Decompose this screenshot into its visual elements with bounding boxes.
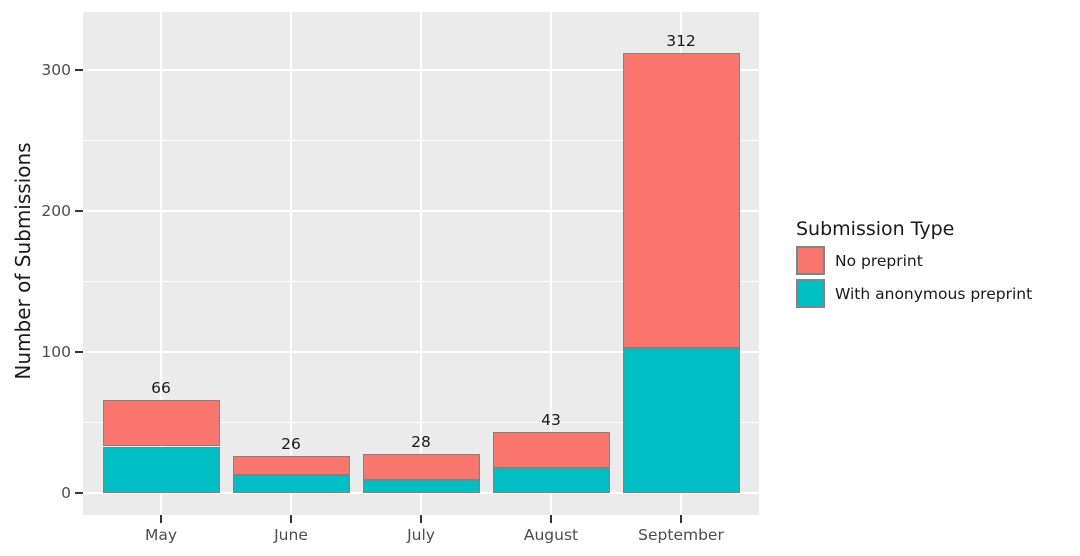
gridline-vertical-major <box>290 12 292 515</box>
y-tick-mark <box>75 69 83 71</box>
bar-total-label-august: 43 <box>541 411 561 430</box>
bar-total-label-june: 26 <box>281 435 301 454</box>
x-tick-label-august: August <box>523 526 579 544</box>
legend-item-with-anonymous-preprint: With anonymous preprint <box>796 279 1032 308</box>
bar-segment-may-with-anonymous-preprint <box>102 446 220 493</box>
bar-segment-june-no-preprint <box>232 456 350 475</box>
bar-total-label-september: 312 <box>666 32 696 51</box>
y-axis-title: Number of Submissions <box>11 142 35 380</box>
x-tick-mark <box>290 515 292 523</box>
y-tick-label: 200 <box>41 202 71 220</box>
gridline-vertical-major <box>160 12 162 515</box>
legend-swatch-no-preprint <box>796 246 825 275</box>
bar-segment-june-with-anonymous-preprint <box>232 474 350 493</box>
gridline-vertical-major <box>550 12 552 515</box>
bar-total-label-july: 28 <box>411 432 431 451</box>
x-tick-label-may: May <box>144 526 178 544</box>
y-tick-label: 100 <box>41 343 71 361</box>
legend-item-no-preprint: No preprint <box>796 246 1032 275</box>
x-tick-label-september: September <box>638 526 724 544</box>
x-tick-label-june: June <box>274 526 308 544</box>
x-tick-mark <box>550 515 552 523</box>
bar-total-label-may: 66 <box>151 378 171 397</box>
legend: Submission Type No preprint With anonymou… <box>796 218 1032 312</box>
y-tick-mark <box>75 492 83 494</box>
bar-segment-september-no-preprint <box>622 53 740 348</box>
x-tick-mark <box>420 515 422 523</box>
legend-item-label: No preprint <box>835 251 923 270</box>
y-tick-label: 300 <box>41 61 71 79</box>
y-tick-label: 0 <box>61 484 71 502</box>
legend-items: No preprint With anonymous preprint <box>796 246 1032 308</box>
y-tick-mark <box>75 210 83 212</box>
bar-segment-may-no-preprint <box>102 399 220 447</box>
x-tick-mark <box>680 515 682 523</box>
legend-item-label: With anonymous preprint <box>835 284 1033 303</box>
bar-segment-september-with-anonymous-preprint <box>622 347 740 493</box>
bar-segment-august-with-anonymous-preprint <box>492 467 610 493</box>
bar-segment-july-no-preprint <box>362 453 480 481</box>
legend-title: Submission Type <box>796 218 955 240</box>
legend-swatch-with-anonymous-preprint <box>796 279 825 308</box>
gridline-vertical-major <box>420 12 422 515</box>
x-tick-mark <box>160 515 162 523</box>
bar-segment-july-with-anonymous-preprint <box>362 480 480 493</box>
y-tick-mark <box>75 351 83 353</box>
bar-segment-august-no-preprint <box>492 432 610 468</box>
x-tick-label-july: July <box>407 526 435 544</box>
